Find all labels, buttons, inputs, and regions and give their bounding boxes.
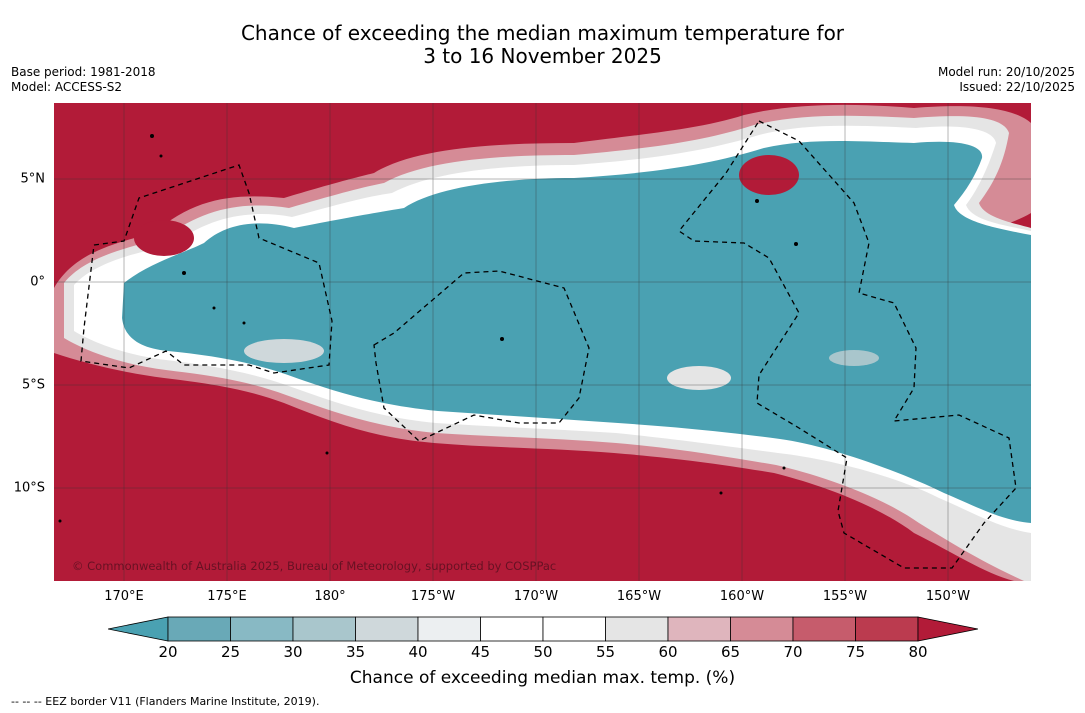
eez-legend-note: -- -- -- EEZ border V11 (Flanders Marine… xyxy=(11,695,320,708)
neutral-blob-central xyxy=(667,366,731,390)
lat-label: 5°N xyxy=(20,171,46,187)
colorbar-cell xyxy=(355,616,419,642)
copyright-notice: © Commonwealth of Australia 2025, Bureau… xyxy=(72,559,557,573)
colorbar-title: Chance of exceeding median max. temp. (%… xyxy=(349,668,736,688)
probability-map xyxy=(54,103,1031,581)
colorbar-tick-label: 40 xyxy=(408,643,428,661)
high-blob-north xyxy=(739,155,799,195)
colorbar-tick-label: 20 xyxy=(158,643,178,661)
colorbar-tick-label: 80 xyxy=(908,643,928,661)
lon-label: 150°W xyxy=(925,589,971,604)
lon-label: 175°E xyxy=(207,589,247,604)
chart-title: Chance of exceeding the median maximum t… xyxy=(0,22,1085,68)
islands xyxy=(58,134,798,523)
neutral-blob-east xyxy=(829,350,879,366)
colorbar-tick-label: 25 xyxy=(220,643,241,661)
lat-label: 5°S xyxy=(21,377,45,393)
lon-label: 170°E xyxy=(104,589,144,604)
colorbar-extend-high xyxy=(917,616,978,642)
colorbar-tick-label: 50 xyxy=(533,643,553,661)
lon-label: 165°W xyxy=(616,589,662,604)
eez-borders xyxy=(80,120,1017,569)
colorbar-cell xyxy=(855,616,919,642)
colorbar xyxy=(108,616,978,642)
colorbar-cell xyxy=(167,616,231,642)
model-name: Model: ACCESS-S2 xyxy=(11,80,123,94)
title-line-1: Chance of exceeding the median maximum t… xyxy=(240,21,845,45)
lon-label: 175°W xyxy=(410,589,456,604)
colorbar-tick-label: 30 xyxy=(283,643,303,661)
title-line-2: 3 to 16 November 2025 xyxy=(423,44,662,68)
colorbar-cell xyxy=(230,616,294,642)
lat-label: 0° xyxy=(30,274,45,290)
colorbar-tick-label: 65 xyxy=(720,643,741,661)
model-run: Model run: 20/10/2025 xyxy=(937,65,1075,79)
meta-right: Model run: 20/10/2025 Issued: 22/10/2025 xyxy=(938,65,1075,95)
lon-label: 180° xyxy=(314,589,346,604)
colorbar-cell xyxy=(792,616,856,642)
issued-date: Issued: 22/10/2025 xyxy=(959,80,1075,94)
lat-label: 10°S xyxy=(13,480,45,496)
colorbar-tick-label: 70 xyxy=(783,643,803,661)
colorbar-cell xyxy=(480,616,544,642)
colorbar-tick-label: 75 xyxy=(845,643,866,661)
colorbar-cell xyxy=(417,616,481,642)
graticule xyxy=(54,103,1031,581)
colorbar-cell xyxy=(292,616,356,642)
colorbar-tick-label: 60 xyxy=(658,643,678,661)
colorbar-cell xyxy=(605,616,669,642)
colorbar-tick-label: 45 xyxy=(470,643,491,661)
colorbar-tick-label: 35 xyxy=(345,643,366,661)
base-period: Base period: 1981-2018 xyxy=(11,65,156,79)
lon-label: 170°W xyxy=(513,589,559,604)
neutral-blob-west xyxy=(244,339,324,363)
meta-left: Base period: 1981-2018 Model: ACCESS-S2 xyxy=(11,65,156,95)
colorbar-tick-label: 55 xyxy=(595,643,616,661)
colorbar-cell xyxy=(667,616,731,642)
colorbar-extend-low xyxy=(108,616,169,642)
high-blob-northwest xyxy=(134,220,194,256)
colorbar-cell xyxy=(542,616,606,642)
lon-label: 155°W xyxy=(822,589,868,604)
colorbar-cell xyxy=(730,616,794,642)
low-probability-region xyxy=(122,140,1031,523)
lon-label: 160°W xyxy=(719,589,765,604)
